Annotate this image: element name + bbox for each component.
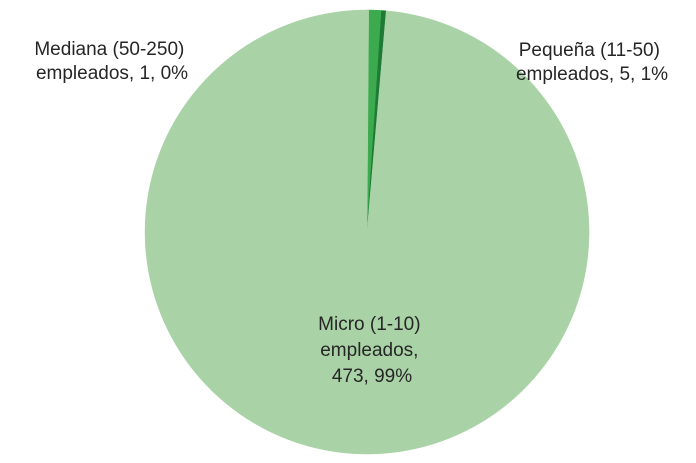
label-micro-line-2: empleados, bbox=[320, 340, 418, 361]
pie-slice-micro bbox=[144, 9, 590, 455]
label-micro: Micro (1-10) empleados, 473, 99% bbox=[318, 314, 426, 387]
label-mediana-line-2: empleados, 1, 0% bbox=[36, 63, 188, 84]
label-mediana: Mediana (50-250) empleados, 1, 0% bbox=[34, 39, 189, 84]
label-pequena-line-2: empleados, 5, 1% bbox=[516, 64, 668, 85]
label-pequena: Pequeña (11-50) empleados, 5, 1% bbox=[516, 40, 668, 85]
label-micro-line-3: 473, 99% bbox=[332, 366, 412, 387]
label-micro-line-1: Micro (1-10) bbox=[318, 314, 420, 335]
pie-slices bbox=[144, 9, 590, 455]
label-pequena-line-1: Pequeña (11-50) bbox=[519, 40, 660, 61]
label-mediana-line-1: Mediana (50-250) bbox=[34, 39, 184, 60]
slice-labels: Micro (1-10) empleados, 473, 99% Pequeña… bbox=[34, 39, 668, 387]
